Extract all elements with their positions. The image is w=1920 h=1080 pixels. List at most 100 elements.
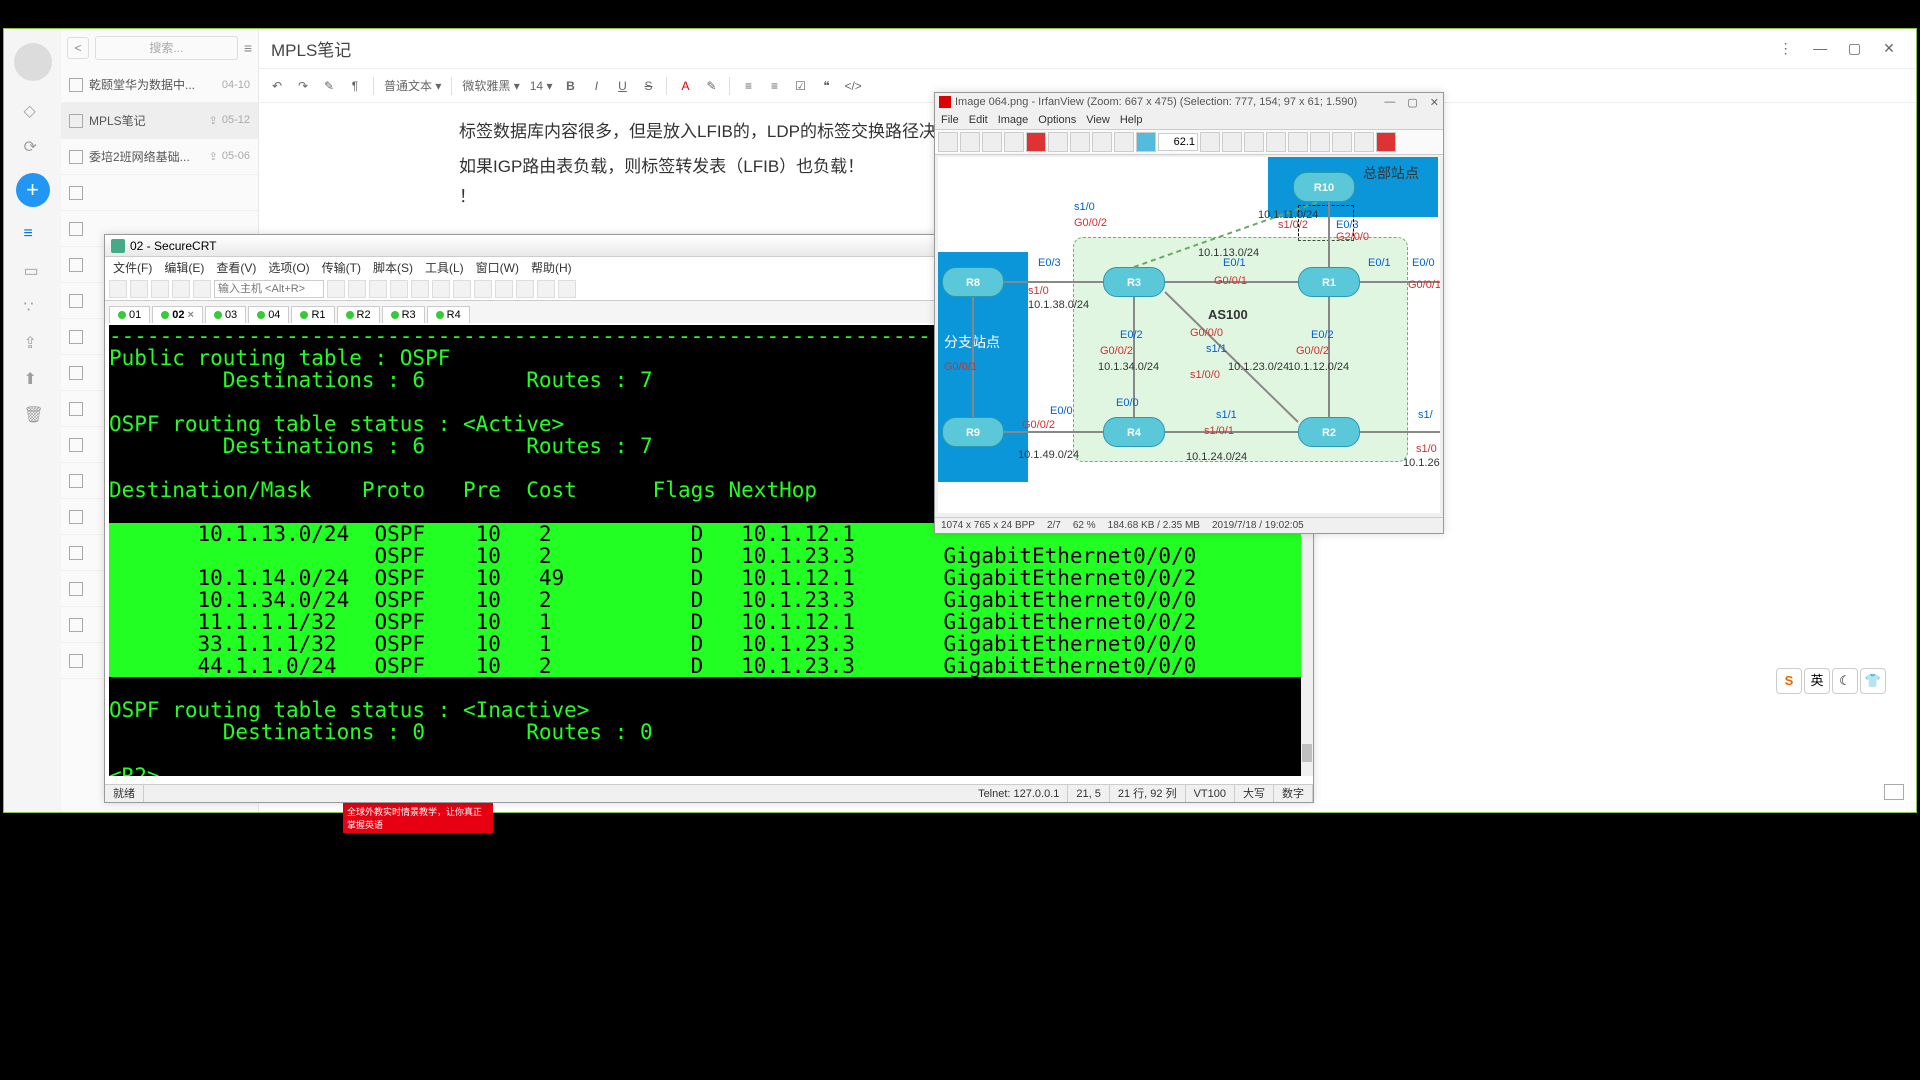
close-icon[interactable]: ✕ <box>1430 96 1439 109</box>
toolbar-button[interactable] <box>1354 132 1374 152</box>
host-input[interactable] <box>214 280 324 298</box>
minimize-icon[interactable]: — <box>1384 96 1395 109</box>
toolbar-button[interactable] <box>109 280 127 298</box>
session-tab[interactable]: 02× <box>152 306 203 323</box>
undo-icon[interactable] <box>1114 132 1134 152</box>
toolbar-button[interactable] <box>453 280 471 298</box>
toolbar-button[interactable] <box>537 280 555 298</box>
ime-sogou-icon[interactable]: S <box>1776 668 1802 694</box>
note-item[interactable]: 委培2班网络基础... ⇪05-06 <box>61 139 258 175</box>
menu-options[interactable]: 选项(O) <box>268 259 309 276</box>
prev-icon[interactable] <box>1244 132 1264 152</box>
note-item[interactable]: 乾颐堂华为数据中... 04-10 <box>61 67 258 103</box>
book-icon[interactable]: ▭ <box>24 261 42 279</box>
session-tab[interactable]: 03 <box>205 306 246 323</box>
paste-icon[interactable] <box>1092 132 1112 152</box>
ime-skin-icon[interactable]: 👕 <box>1860 668 1886 694</box>
window-titlebar[interactable]: Image 064.png - IrfanView (Zoom: 667 x 4… <box>935 93 1443 111</box>
delete-icon[interactable] <box>1026 132 1046 152</box>
zoom-out-icon[interactable] <box>1222 132 1242 152</box>
maximize-icon[interactable]: ▢ <box>1407 96 1417 109</box>
session-tab[interactable]: R2 <box>337 306 380 323</box>
menu-edit[interactable]: Edit <box>969 114 988 126</box>
bold-icon[interactable]: B <box>562 79 578 93</box>
highlight-icon[interactable]: ✎ <box>703 79 719 93</box>
menu-help[interactable]: Help <box>1120 114 1143 126</box>
view-toggle-icon[interactable] <box>1884 784 1904 800</box>
sort-button[interactable]: ≡ <box>244 40 252 56</box>
font-color-icon[interactable]: A <box>677 79 693 93</box>
share-icon[interactable]: ⇪ <box>24 333 42 351</box>
maximize-icon[interactable]: ▢ <box>1840 40 1870 57</box>
menu-edit[interactable]: 编辑(E) <box>164 259 204 276</box>
copy-icon[interactable] <box>1070 132 1090 152</box>
menu-help[interactable]: 帮助(H) <box>531 259 572 276</box>
redo-icon[interactable]: ↷ <box>295 79 311 93</box>
ime-lang-button[interactable]: 英 <box>1804 668 1830 694</box>
toolbar-button[interactable] <box>432 280 450 298</box>
settings-icon[interactable] <box>1332 132 1352 152</box>
toolbar-button[interactable] <box>474 280 492 298</box>
open-icon[interactable] <box>938 132 958 152</box>
search-input[interactable]: 搜索... <box>95 36 238 60</box>
minimize-icon[interactable]: — <box>1805 40 1835 56</box>
menu-script[interactable]: 脚本(S) <box>373 259 413 276</box>
quote-icon[interactable]: ❝ <box>818 79 834 93</box>
close-tab-icon[interactable]: × <box>188 309 194 321</box>
session-tab[interactable]: R1 <box>291 306 334 323</box>
session-tab[interactable]: 01 <box>109 306 150 323</box>
thumb-icon[interactable] <box>960 132 980 152</box>
zoom-in-icon[interactable] <box>1200 132 1220 152</box>
format-icon[interactable]: ¶ <box>347 79 363 93</box>
menu-file[interactable]: File <box>941 114 959 126</box>
toolbar-button[interactable] <box>390 280 408 298</box>
toolbar-button[interactable] <box>369 280 387 298</box>
cut-icon[interactable] <box>1048 132 1068 152</box>
toolbar-button[interactable] <box>1288 132 1308 152</box>
zoom-input[interactable] <box>1158 133 1198 151</box>
code-icon[interactable]: </> <box>844 79 860 93</box>
checklist-icon[interactable]: ☑ <box>792 79 808 93</box>
number-list-icon[interactable]: ≡ <box>766 79 782 93</box>
toolbar-button[interactable] <box>348 280 366 298</box>
about-icon[interactable] <box>1376 132 1396 152</box>
print-icon[interactable] <box>1004 132 1024 152</box>
toolbar-button[interactable] <box>130 280 148 298</box>
session-tab[interactable]: R3 <box>382 306 425 323</box>
toolbar-button[interactable] <box>193 280 211 298</box>
menu-tools[interactable]: 工具(L) <box>425 259 464 276</box>
toolbar-button[interactable] <box>151 280 169 298</box>
toolbar-button[interactable] <box>495 280 513 298</box>
upload-icon[interactable]: ⬆ <box>24 369 42 387</box>
strike-icon[interactable]: S <box>640 79 656 93</box>
menu-image[interactable]: Image <box>998 114 1029 126</box>
toolbar-button[interactable] <box>558 280 576 298</box>
more-icon[interactable]: ⋮ <box>1771 40 1801 57</box>
sync-icon[interactable]: ⟳ <box>24 137 42 155</box>
next-icon[interactable] <box>1266 132 1286 152</box>
note-item[interactable]: MPLS笔记 ⇪05-12 <box>61 103 258 139</box>
underline-icon[interactable]: U <box>614 79 630 93</box>
save-icon[interactable] <box>982 132 1002 152</box>
info-icon[interactable] <box>1136 132 1156 152</box>
toolbar-button[interactable] <box>516 280 534 298</box>
image-canvas[interactable]: 总部站点 R10 AS100 R3 R1 R4 R2 分支站点 R8 R9 <box>938 157 1440 513</box>
menu-window[interactable]: 窗口(W) <box>476 259 519 276</box>
menu-view[interactable]: 查看(V) <box>216 259 256 276</box>
trash-icon[interactable]: 🗑 <box>24 405 42 423</box>
avatar[interactable] <box>14 43 52 81</box>
toolbar-button[interactable] <box>327 280 345 298</box>
font-family-select[interactable]: 微软雅黑 ▾ <box>462 77 519 94</box>
ime-moon-icon[interactable]: ☾ <box>1832 668 1858 694</box>
people-icon[interactable]: ∵ <box>24 297 42 315</box>
menu-view[interactable]: View <box>1086 114 1110 126</box>
italic-icon[interactable]: I <box>588 79 604 93</box>
back-button[interactable]: < <box>67 37 89 59</box>
notes-icon[interactable]: ≡ <box>24 225 42 243</box>
menu-transfer[interactable]: 传输(T) <box>322 259 361 276</box>
toolbar-button[interactable] <box>1310 132 1330 152</box>
bullet-list-icon[interactable]: ≡ <box>740 79 756 93</box>
toolbar-button[interactable] <box>411 280 429 298</box>
font-size-select[interactable]: 14 ▾ <box>530 79 553 93</box>
close-icon[interactable]: ✕ <box>1874 40 1904 57</box>
